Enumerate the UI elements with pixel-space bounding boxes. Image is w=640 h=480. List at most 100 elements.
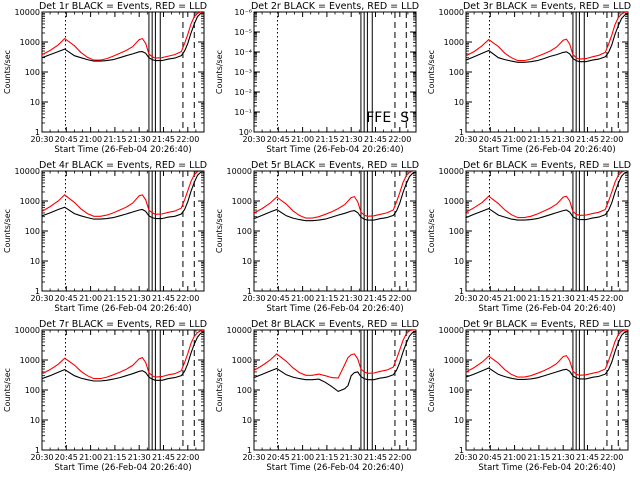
y-tick-label: 100 [25, 68, 40, 77]
x-axis-label: Start Time (26-Feb-04 20:26:40) [266, 145, 403, 155]
y-tick-label: 10⁻² [234, 88, 252, 97]
x-tick-label: 21:45 [364, 294, 387, 303]
x-tick-label: 22:00 [388, 453, 411, 462]
y-tick-label: 10⁻⁴ [234, 48, 252, 57]
x-tick-label: 21:30 [128, 453, 151, 462]
series-line-lld [254, 330, 416, 379]
x-tick-label: 21:45 [364, 135, 387, 144]
x-tick-label: 21:00 [79, 453, 102, 462]
x-tick-label: 21:30 [340, 294, 363, 303]
x-axis-label: Start Time (26-Feb-04 20:26:40) [54, 304, 191, 314]
panel-annotation: FFE [366, 110, 391, 126]
x-tick-label: 20:30 [454, 294, 477, 303]
y-tick-label: 1 [247, 287, 252, 296]
y-tick-label: 1 [247, 446, 252, 455]
panel-title: Det 9r BLACK = Events, RED = LLD [463, 319, 631, 330]
x-axis-label: Start Time (26-Feb-04 20:26:40) [478, 463, 615, 473]
y-tick-label: 1 [459, 446, 464, 455]
x-tick-label: 22:00 [600, 453, 623, 462]
plot-frame [465, 11, 629, 133]
plot-frame [465, 329, 629, 451]
y-tick-label: 1000 [20, 197, 40, 206]
y-tick-label: 10000 [439, 8, 464, 17]
y-tick-label: 100 [25, 227, 40, 236]
x-tick-label: 20:30 [242, 135, 265, 144]
series-line-events [466, 330, 628, 380]
x-tick-label: 22:00 [388, 294, 411, 303]
y-tick-label: 10000 [227, 326, 252, 335]
x-axis-label: Start Time (26-Feb-04 20:26:40) [478, 145, 615, 155]
x-axis-label: Start Time (26-Feb-04 20:26:40) [54, 463, 191, 473]
x-tick-label: 21:30 [552, 453, 575, 462]
x-tick-label: 21:00 [503, 294, 526, 303]
y-tick-label: 10 [242, 416, 252, 425]
panel-det6: Det 6r BLACK = Events, RED = LLD 1 10 100 10… [427, 160, 631, 314]
x-tick-label: 21:45 [576, 294, 599, 303]
series-line-events [466, 171, 628, 221]
y-axis-label: Counts/sec [427, 209, 436, 253]
y-tick-label: 1 [459, 128, 464, 137]
x-tick-label: 22:00 [176, 453, 199, 462]
panel-title: Det 7r BLACK = Events, RED = LLD [39, 319, 207, 330]
y-tick-label: 10 [454, 98, 464, 107]
x-tick-label: 22:00 [600, 135, 623, 144]
x-tick-label: 21:15 [527, 135, 550, 144]
y-axis-label: Counts/sec [215, 50, 224, 94]
x-tick-label: 20:30 [454, 453, 477, 462]
panel-title: Det 8r BLACK = Events, RED = LLD [251, 319, 419, 330]
y-tick-label: 100 [449, 386, 464, 395]
plot-frame [253, 329, 417, 451]
panel-title: Det 1r BLACK = Events, RED = LLD [39, 1, 207, 12]
series-line-lld [42, 171, 204, 217]
series-line-events [42, 331, 204, 382]
y-tick-label: 10 [30, 98, 40, 107]
x-tick-label: 21:30 [340, 453, 363, 462]
x-tick-label: 20:45 [479, 135, 502, 144]
x-tick-label: 20:30 [30, 135, 53, 144]
y-tick-label: 10000 [15, 8, 40, 17]
y-tick-label: 10000 [439, 326, 464, 335]
x-tick-label: 20:45 [55, 294, 78, 303]
series-line-lld [466, 330, 628, 378]
x-axis-label: Start Time (26-Feb-04 20:26:40) [54, 145, 191, 155]
x-tick-label: 21:00 [79, 135, 102, 144]
panel-title: Det 6r BLACK = Events, RED = LLD [463, 160, 631, 171]
panel-det8: Det 8r BLACK = Events, RED = LLD 1 10 100 10… [215, 319, 419, 473]
x-tick-label: 21:00 [291, 135, 314, 144]
series-line-lld [466, 12, 628, 62]
x-tick-label: 20:45 [479, 294, 502, 303]
series-line-events [254, 171, 416, 222]
x-tick-label: 21:30 [128, 135, 151, 144]
x-tick-label: 21:30 [340, 135, 363, 144]
x-tick-label: 20:30 [30, 453, 53, 462]
y-axis-label: Counts/sec [3, 368, 12, 412]
plot-frame [253, 170, 417, 292]
y-tick-label: 100 [237, 227, 252, 236]
x-tick-label: 22:00 [600, 294, 623, 303]
x-tick-label: 21:15 [315, 453, 338, 462]
y-tick-label: 10⁻⁵ [234, 28, 252, 37]
y-axis-label: Counts/sec [3, 209, 12, 253]
y-tick-label: 1 [35, 287, 40, 296]
series-line-lld [42, 12, 204, 61]
x-tick-label: 21:30 [128, 294, 151, 303]
series-line-lld [42, 330, 204, 380]
y-tick-label: 10⁻⁶ [234, 8, 252, 17]
x-tick-label: 21:15 [315, 135, 338, 144]
y-tick-label: 10000 [439, 167, 464, 176]
y-axis-label: Counts/sec [215, 368, 224, 412]
x-tick-label: 20:45 [55, 453, 78, 462]
x-tick-label: 20:30 [242, 294, 265, 303]
x-tick-label: 20:45 [267, 294, 290, 303]
x-tick-label: 21:45 [364, 453, 387, 462]
y-tick-label: 10000 [15, 326, 40, 335]
x-axis-label: Start Time (26-Feb-04 20:26:40) [478, 304, 615, 314]
y-axis-label: Counts/sec [427, 368, 436, 412]
panel-det9: Det 9r BLACK = Events, RED = LLD 1 10 100 10… [427, 319, 631, 473]
x-tick-label: 21:45 [152, 294, 175, 303]
x-tick-label: 20:30 [242, 453, 265, 462]
x-tick-label: 20:45 [267, 453, 290, 462]
plot-frame [253, 11, 417, 133]
y-tick-label: 1000 [232, 356, 252, 365]
